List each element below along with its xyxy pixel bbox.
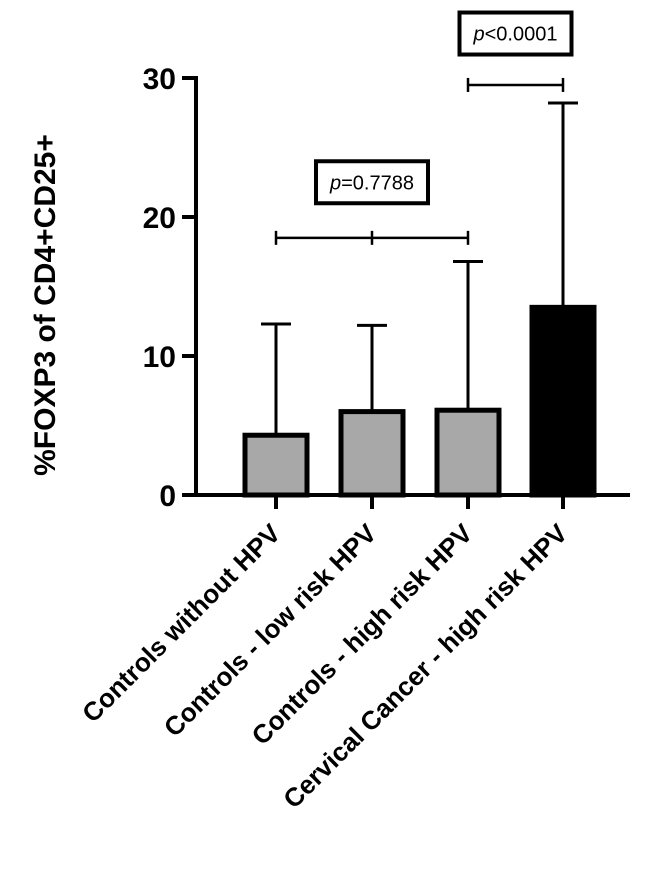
y-axis-label-group: %FOXP3 of CD4+CD25+	[29, 134, 62, 476]
y-tick-label: 20	[143, 202, 176, 235]
y-axis-label: %FOXP3 of CD4+CD25+	[29, 134, 62, 476]
y-tick-label: 0	[159, 480, 176, 513]
p-value: <0.0001	[485, 24, 558, 46]
bar	[529, 304, 597, 498]
p-value-box	[457, 10, 574, 57]
p-symbol: p	[329, 172, 341, 194]
p-value-label: p=0.7788	[329, 172, 414, 194]
y-tick-label: 30	[143, 63, 176, 96]
bar	[242, 432, 310, 498]
p-value: =0.7788	[341, 172, 414, 194]
p-symbol: p	[473, 24, 485, 46]
p-value-label: p<0.0001	[473, 24, 558, 46]
y-tick-label: 10	[143, 341, 176, 374]
bar	[434, 407, 502, 498]
bar	[338, 409, 406, 498]
p-value-box	[314, 159, 430, 206]
